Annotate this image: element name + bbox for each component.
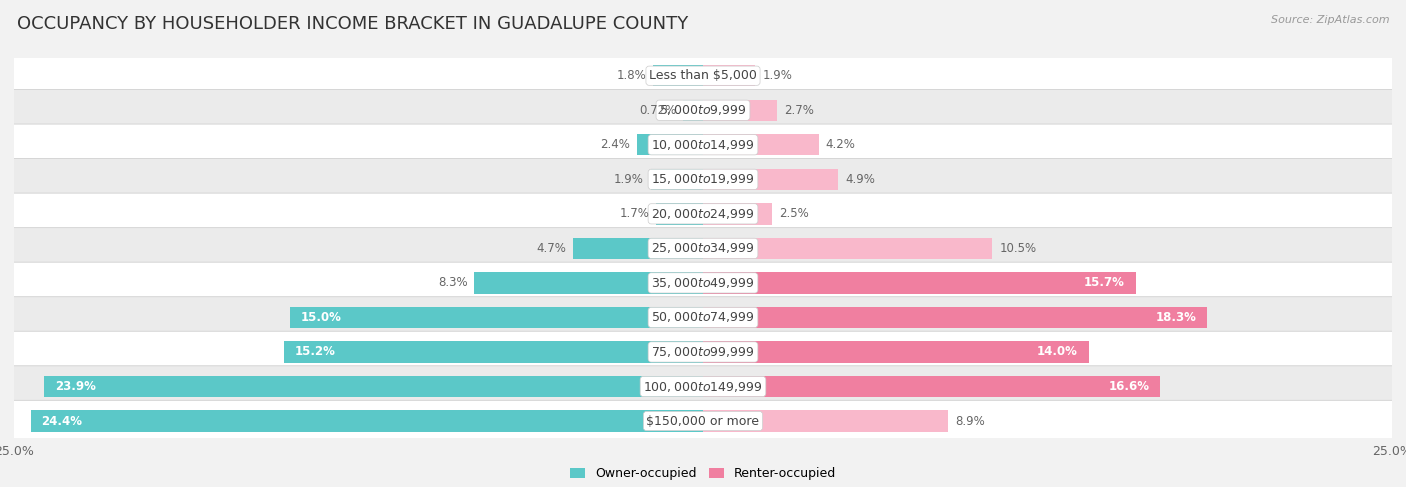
Bar: [703, 203, 772, 225]
Text: $75,000 to $99,999: $75,000 to $99,999: [651, 345, 755, 359]
Text: 15.0%: 15.0%: [301, 311, 342, 324]
Text: $5,000 to $9,999: $5,000 to $9,999: [659, 103, 747, 117]
FancyBboxPatch shape: [6, 55, 1400, 96]
Bar: [654, 65, 703, 86]
Bar: [703, 307, 1208, 328]
Text: 1.9%: 1.9%: [762, 69, 792, 82]
Text: 10.5%: 10.5%: [1000, 242, 1036, 255]
Bar: [637, 134, 703, 155]
Text: 14.0%: 14.0%: [1036, 345, 1078, 358]
Bar: [290, 307, 703, 328]
Bar: [284, 341, 703, 363]
FancyBboxPatch shape: [6, 227, 1400, 269]
Text: Less than $5,000: Less than $5,000: [650, 69, 756, 82]
Legend: Owner-occupied, Renter-occupied: Owner-occupied, Renter-occupied: [565, 462, 841, 485]
Bar: [703, 341, 1088, 363]
Text: 18.3%: 18.3%: [1156, 311, 1197, 324]
Text: $35,000 to $49,999: $35,000 to $49,999: [651, 276, 755, 290]
Text: 8.9%: 8.9%: [955, 414, 984, 428]
Text: 8.3%: 8.3%: [437, 277, 467, 289]
Text: 15.7%: 15.7%: [1084, 277, 1125, 289]
Text: 4.2%: 4.2%: [825, 138, 855, 151]
Text: 4.7%: 4.7%: [537, 242, 567, 255]
Bar: [703, 169, 838, 190]
Text: $50,000 to $74,999: $50,000 to $74,999: [651, 310, 755, 324]
FancyBboxPatch shape: [6, 297, 1400, 338]
Bar: [703, 238, 993, 259]
Bar: [45, 376, 703, 397]
Text: 1.7%: 1.7%: [620, 207, 650, 220]
Bar: [683, 99, 703, 121]
Bar: [703, 272, 1136, 294]
Bar: [651, 169, 703, 190]
Text: 2.4%: 2.4%: [600, 138, 630, 151]
Text: 16.6%: 16.6%: [1108, 380, 1150, 393]
FancyBboxPatch shape: [6, 159, 1400, 200]
Text: OCCUPANCY BY HOUSEHOLDER INCOME BRACKET IN GUADALUPE COUNTY: OCCUPANCY BY HOUSEHOLDER INCOME BRACKET …: [17, 15, 688, 33]
Bar: [31, 411, 703, 432]
Text: $20,000 to $24,999: $20,000 to $24,999: [651, 207, 755, 221]
Text: 1.9%: 1.9%: [614, 173, 644, 186]
FancyBboxPatch shape: [6, 331, 1400, 373]
Text: $10,000 to $14,999: $10,000 to $14,999: [651, 138, 755, 152]
Bar: [703, 411, 948, 432]
Bar: [703, 376, 1160, 397]
FancyBboxPatch shape: [6, 366, 1400, 407]
FancyBboxPatch shape: [6, 193, 1400, 235]
Bar: [474, 272, 703, 294]
Text: 0.72%: 0.72%: [638, 104, 676, 117]
Text: 4.9%: 4.9%: [845, 173, 875, 186]
FancyBboxPatch shape: [6, 262, 1400, 303]
Text: Source: ZipAtlas.com: Source: ZipAtlas.com: [1271, 15, 1389, 25]
Bar: [703, 134, 818, 155]
FancyBboxPatch shape: [6, 90, 1400, 131]
Text: $100,000 to $149,999: $100,000 to $149,999: [644, 379, 762, 393]
Bar: [574, 238, 703, 259]
FancyBboxPatch shape: [6, 400, 1400, 442]
Text: $15,000 to $19,999: $15,000 to $19,999: [651, 172, 755, 187]
Text: 24.4%: 24.4%: [42, 414, 83, 428]
Text: 2.5%: 2.5%: [779, 207, 808, 220]
Text: 15.2%: 15.2%: [295, 345, 336, 358]
Text: 2.7%: 2.7%: [785, 104, 814, 117]
Bar: [703, 65, 755, 86]
Bar: [657, 203, 703, 225]
Text: 1.8%: 1.8%: [617, 69, 647, 82]
Text: $150,000 or more: $150,000 or more: [647, 414, 759, 428]
Bar: [703, 99, 778, 121]
FancyBboxPatch shape: [6, 124, 1400, 166]
Text: $25,000 to $34,999: $25,000 to $34,999: [651, 242, 755, 255]
Text: 23.9%: 23.9%: [55, 380, 96, 393]
